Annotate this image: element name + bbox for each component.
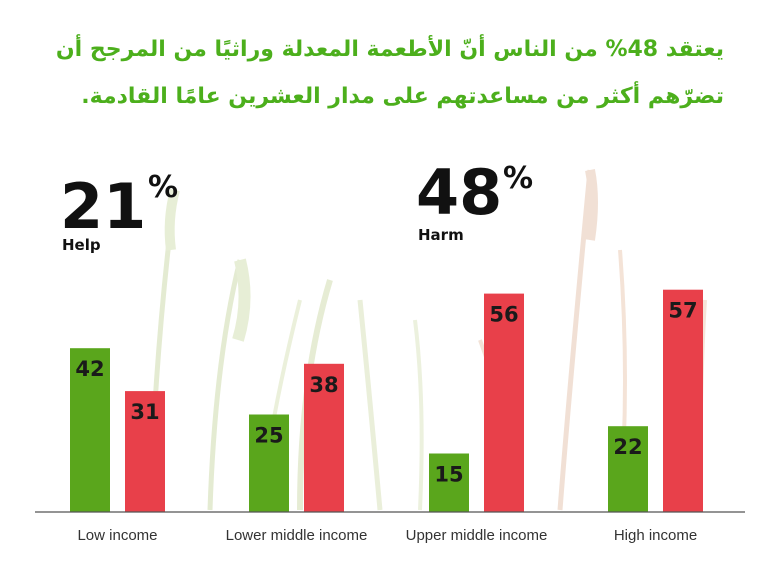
summary-help-label: Help	[62, 236, 101, 254]
bar-harm-0	[125, 391, 165, 512]
summary-harm-label: Harm	[418, 226, 464, 244]
category-labels: Low income Lower middle income Upper middl…	[77, 527, 697, 544]
summary-help-value: 21	[60, 170, 146, 243]
bar-help-0	[70, 348, 110, 512]
summary-harm-unit: %	[503, 161, 533, 196]
bar-value-label: 56	[489, 303, 518, 327]
summary-help-unit: %	[148, 170, 178, 205]
bars-group: 42 31 25 38 15 56 22 57	[70, 289, 703, 512]
bar-harm-3	[663, 289, 703, 512]
summary-help: 21 % Help	[60, 170, 178, 254]
bar-value-label: 57	[668, 299, 697, 323]
category-label: Lower middle income	[226, 527, 368, 544]
bar-value-label: 38	[309, 373, 338, 397]
chart-title: يعتقد 48% من الناس أنّ الأطعمة المعدلة و…	[55, 37, 724, 109]
bar-value-label: 15	[434, 463, 463, 487]
category-label: High income	[614, 527, 697, 544]
summary-harm: 48 % Harm	[416, 156, 533, 244]
category-label: Upper middle income	[406, 527, 548, 544]
bar-value-label: 42	[75, 357, 104, 381]
bar-help-1	[249, 414, 289, 512]
bar-harm-2	[484, 293, 524, 512]
bar-help-3	[608, 426, 648, 512]
bar-value-label: 22	[613, 435, 642, 459]
summary-harm-value: 48	[416, 156, 502, 229]
bar-harm-1	[304, 363, 344, 512]
category-label: Low income	[77, 527, 157, 544]
bar-help-2	[429, 453, 469, 512]
bar-value-label: 31	[130, 400, 159, 424]
bar-value-label: 25	[254, 424, 283, 448]
